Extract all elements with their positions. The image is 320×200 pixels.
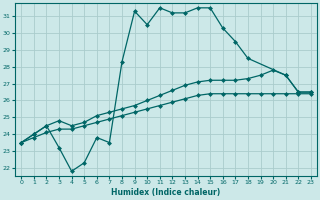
X-axis label: Humidex (Indice chaleur): Humidex (Indice chaleur) — [111, 188, 221, 197]
